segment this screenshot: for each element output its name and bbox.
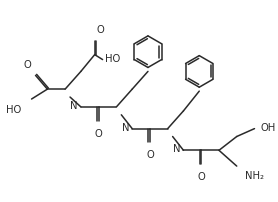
Text: O: O (95, 128, 103, 138)
Text: HO: HO (6, 104, 22, 114)
Text: O: O (146, 150, 154, 160)
Text: HO: HO (105, 53, 120, 63)
Text: N: N (173, 144, 180, 154)
Text: N: N (122, 122, 129, 132)
Text: OH: OH (260, 122, 276, 132)
Text: O: O (24, 60, 32, 70)
Text: O: O (197, 171, 205, 181)
Text: NH₂: NH₂ (245, 170, 264, 180)
Text: N: N (70, 100, 78, 110)
Text: O: O (97, 25, 105, 35)
